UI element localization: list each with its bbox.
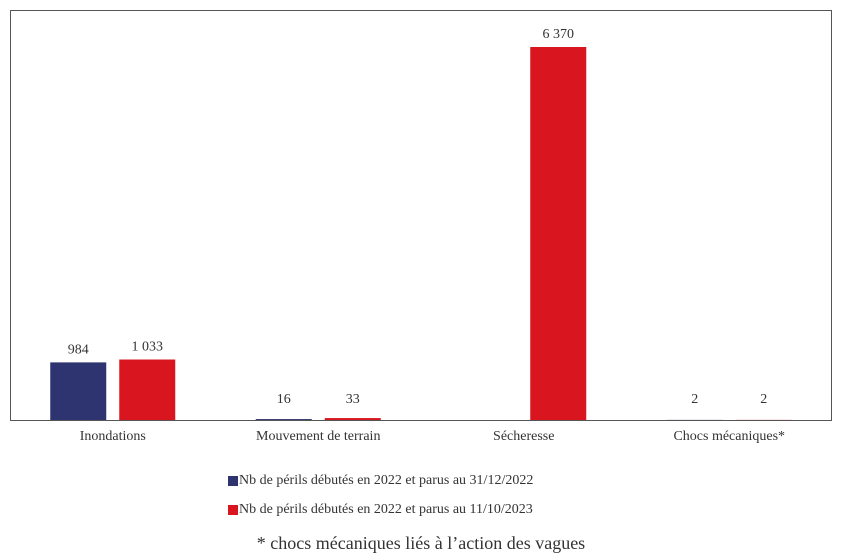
footnote: * chocs mécaniques liés à l’action des v… bbox=[257, 533, 585, 553]
bar bbox=[50, 362, 107, 420]
x-tick-label: Mouvement de terrain bbox=[256, 429, 380, 444]
data-label: 6 370 bbox=[543, 27, 575, 42]
bar bbox=[324, 418, 381, 420]
data-label: 33 bbox=[346, 392, 360, 407]
legend-label: Nb de périls débutés en 2022 et parus au… bbox=[239, 502, 533, 517]
bar bbox=[255, 419, 312, 420]
x-tick-label: Sécheresse bbox=[493, 429, 554, 444]
plot-frame bbox=[10, 10, 832, 421]
legend-label: Nb de périls débutés en 2022 et parus au… bbox=[239, 473, 533, 488]
x-tick-label: Inondations bbox=[80, 429, 146, 444]
bar bbox=[119, 359, 176, 420]
legend-swatch bbox=[228, 505, 238, 515]
bar bbox=[530, 47, 587, 420]
x-tick-label: Chocs mécaniques* bbox=[673, 429, 785, 444]
data-label: 16 bbox=[277, 392, 291, 407]
legend-swatch bbox=[228, 476, 238, 486]
data-label: 2 bbox=[760, 392, 767, 407]
data-label: 2 bbox=[691, 392, 698, 407]
data-label: 984 bbox=[68, 343, 89, 358]
data-label: 1 033 bbox=[132, 340, 164, 355]
